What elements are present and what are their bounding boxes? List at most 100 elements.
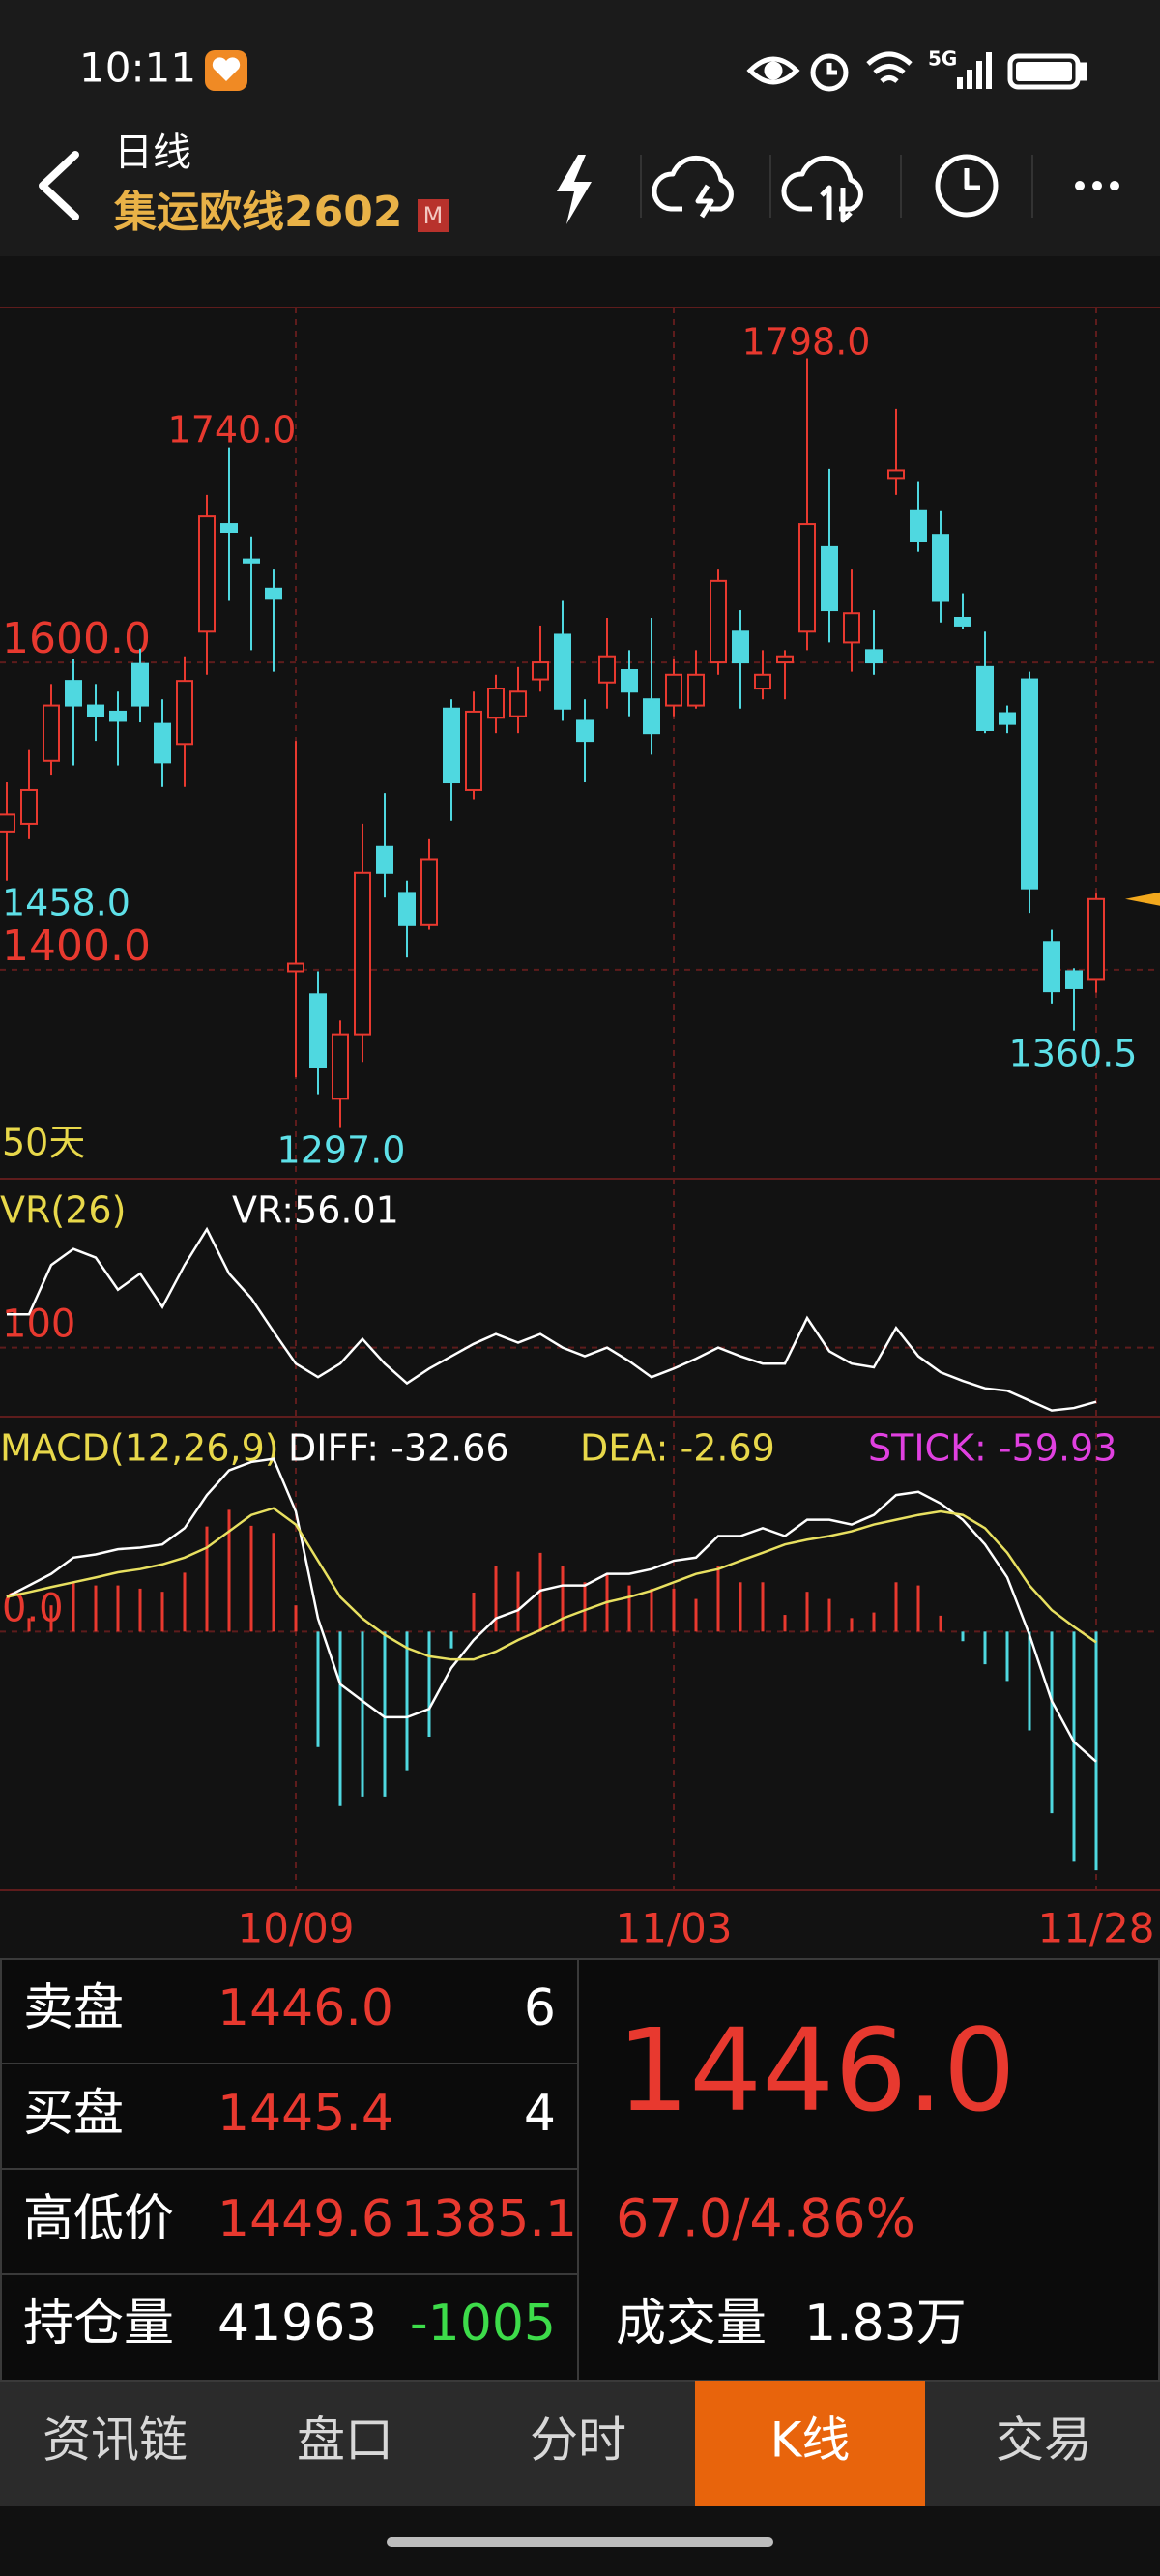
y-tick-label: 100 bbox=[2, 1303, 75, 1347]
candle-body bbox=[598, 655, 616, 684]
alarm-hands bbox=[826, 63, 837, 75]
dea-line bbox=[6, 1507, 1097, 1661]
candle-body bbox=[198, 515, 216, 633]
alarm-icon bbox=[810, 53, 849, 92]
candle-body bbox=[109, 710, 127, 722]
candle-body bbox=[821, 545, 838, 612]
candle-body bbox=[309, 993, 327, 1068]
candle-body bbox=[621, 669, 638, 693]
tab[interactable]: 交易 bbox=[996, 2413, 1092, 2469]
flash-button[interactable] bbox=[557, 155, 592, 224]
candle-body bbox=[732, 630, 749, 664]
y-tick-label: 1400.0 bbox=[2, 922, 151, 971]
candle-body bbox=[710, 579, 727, 664]
candle-body bbox=[554, 633, 571, 710]
volume-label: 成交量 bbox=[616, 2295, 767, 2353]
x-tick-label: 11/28 bbox=[1037, 1905, 1154, 1952]
quote-size: 4 bbox=[524, 2085, 556, 2143]
quote-price: 1445.4 bbox=[218, 2085, 393, 2143]
candle-body bbox=[754, 673, 771, 690]
period-label: 日线 bbox=[114, 131, 191, 175]
candle-body bbox=[509, 690, 527, 717]
candle-body bbox=[576, 719, 594, 743]
status-time: 10:11 bbox=[79, 44, 196, 92]
cloud-sync-button[interactable] bbox=[781, 155, 863, 212]
y-tick-label: 0.0 bbox=[2, 1586, 64, 1630]
candle-body bbox=[1043, 941, 1060, 993]
symbol-badge: M bbox=[423, 202, 444, 229]
open-interest: 41963 bbox=[218, 2295, 377, 2353]
panel-readout: VR:56.01 bbox=[232, 1189, 399, 1232]
candle-body bbox=[687, 673, 705, 707]
price-change: 67.0/4.86% bbox=[616, 2188, 915, 2249]
candle-body bbox=[87, 704, 104, 717]
battery-level bbox=[1016, 62, 1072, 81]
tab[interactable]: 盘口 bbox=[297, 2413, 393, 2469]
candle-body bbox=[465, 710, 482, 791]
panel-readout: DEA: -2.69 bbox=[580, 1427, 775, 1470]
status-icons bbox=[746, 51, 1088, 92]
candle-body bbox=[131, 662, 149, 707]
heart-icon bbox=[212, 57, 241, 81]
tab-bar: 资讯链 盘口 分时 K线 交易 bbox=[43, 2413, 1092, 2469]
x-tick-label: 10/09 bbox=[237, 1905, 354, 1952]
home-indicator bbox=[387, 2537, 773, 2547]
battery-tip bbox=[1077, 62, 1088, 81]
candle-body bbox=[643, 698, 660, 735]
candle-body bbox=[887, 469, 905, 480]
active-tab-bg bbox=[695, 2381, 925, 2506]
annotation: 1360.5 bbox=[1009, 1033, 1138, 1075]
chart-bg bbox=[0, 256, 1160, 1959]
quote-low: 1385.1 bbox=[401, 2190, 577, 2248]
tab-active[interactable]: K线 bbox=[770, 2413, 851, 2469]
signal-bar bbox=[967, 70, 972, 89]
dot bbox=[1075, 181, 1085, 190]
back-button[interactable] bbox=[39, 151, 79, 220]
candle-body bbox=[398, 892, 416, 926]
candle-body bbox=[487, 688, 505, 719]
candle-body bbox=[265, 587, 282, 600]
candle-body bbox=[354, 871, 371, 1036]
cloud-flash-button[interactable] bbox=[652, 155, 734, 212]
clock-hands bbox=[964, 168, 980, 190]
dot bbox=[1110, 181, 1119, 190]
candle-body bbox=[376, 845, 393, 874]
open-interest-change: -1005 bbox=[410, 2295, 556, 2353]
candle-body bbox=[154, 722, 171, 764]
annotation: 1798.0 bbox=[742, 321, 871, 364]
candle-body bbox=[43, 704, 60, 762]
candle-body bbox=[532, 661, 549, 681]
signal-bar bbox=[957, 77, 963, 89]
candle-body bbox=[332, 1033, 349, 1100]
annotation: 1458.0 bbox=[2, 882, 130, 924]
candle-body bbox=[1088, 897, 1105, 981]
badge-bg bbox=[418, 199, 449, 232]
candle-body bbox=[65, 680, 82, 707]
tab[interactable]: 资讯链 bbox=[43, 2413, 188, 2469]
quote-rows: 卖盘 1446.0 6 买盘 1445.4 4 高低价 1449.6 1385.… bbox=[23, 1979, 577, 2353]
quote-label: 高低价 bbox=[23, 2190, 174, 2248]
candle-body bbox=[976, 665, 994, 731]
candle-body bbox=[220, 523, 238, 534]
tab[interactable]: 分时 bbox=[530, 2413, 626, 2469]
last-price: 1446.0 bbox=[617, 2004, 1016, 2137]
candle-body bbox=[954, 616, 972, 627]
candle-body bbox=[20, 788, 38, 825]
candle-body bbox=[932, 534, 949, 602]
cloud-flash-bolt bbox=[695, 184, 714, 219]
candle-body bbox=[1021, 678, 1038, 890]
eye-pupil bbox=[764, 61, 783, 80]
y-tick-label: 1600.0 bbox=[2, 614, 151, 663]
header-separators bbox=[640, 155, 1033, 218]
dot bbox=[1092, 181, 1102, 190]
annotation: 1297.0 bbox=[277, 1129, 406, 1172]
candle-body bbox=[999, 712, 1016, 725]
candle-body bbox=[865, 649, 883, 664]
quote-size: 6 bbox=[524, 1979, 556, 2037]
panel-readout: DIFF: -32.66 bbox=[288, 1427, 509, 1470]
candle-body bbox=[1065, 970, 1083, 989]
history-button[interactable] bbox=[935, 154, 999, 218]
more-button[interactable] bbox=[1075, 181, 1119, 190]
